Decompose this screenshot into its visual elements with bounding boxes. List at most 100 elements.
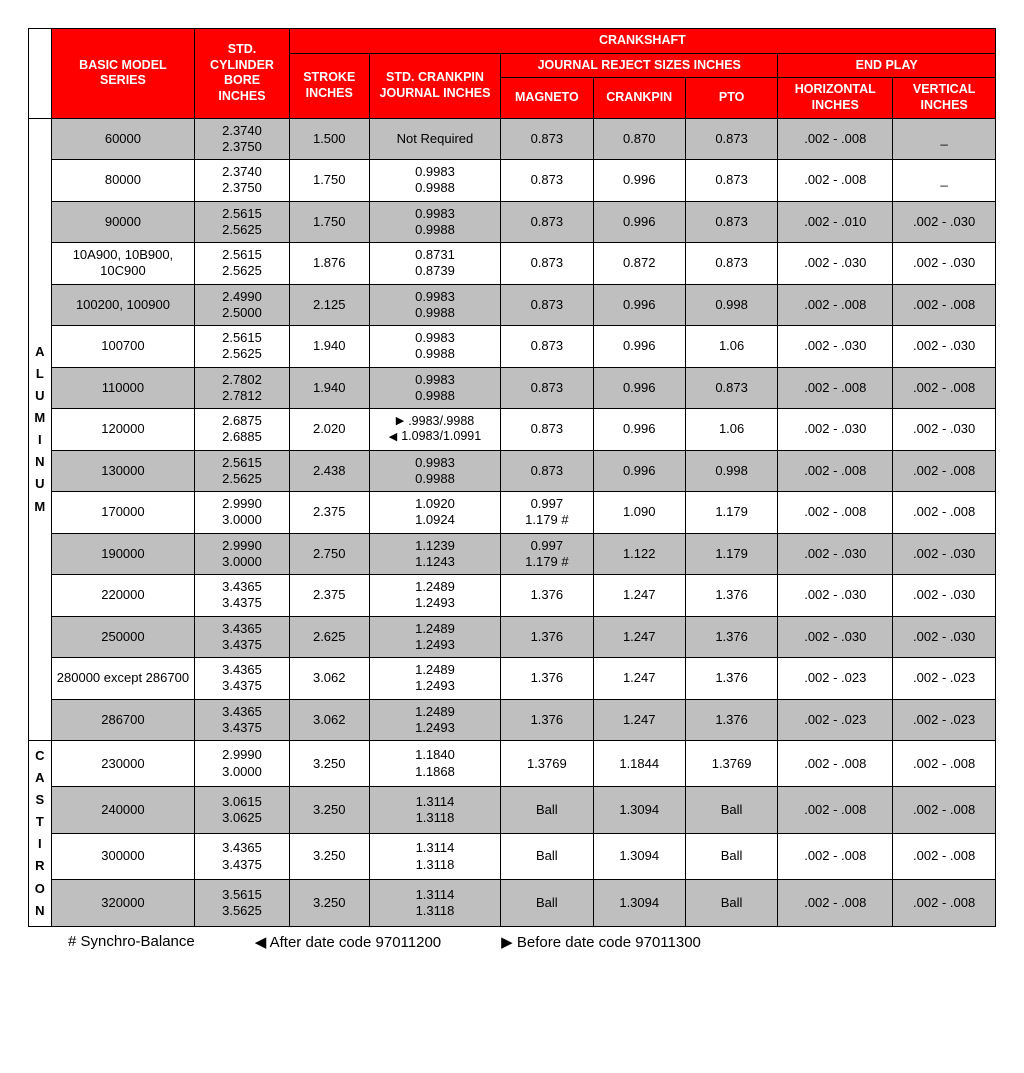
cell-horizontal: .002 - .023 [778,658,893,700]
cell-magneto: 1.376 [501,616,593,658]
cell-magneto: Ball [501,787,593,833]
footnote-before: ▶ Before date code 97011300 [501,933,701,951]
table-row: ALUMINUM600002.37402.37501.500Not Requir… [29,118,996,160]
cell-bore: 3.43653.4375 [195,616,289,658]
cell-magneto: Ball [501,880,593,926]
table-header: BASIC MODEL SERIES STD. CYLINDER BORE IN… [29,29,996,119]
cell-bore: 2.49902.5000 [195,284,289,326]
table-row: 1700002.99903.00002.3751.09201.09240.997… [29,492,996,534]
cell-crankpin: 0.996 [593,409,685,451]
cell-horizontal: .002 - .008 [778,833,893,879]
cell-crankpin: 0.996 [593,450,685,492]
col-crankpin-journal: STD. CRANKPIN JOURNAL INCHES [369,53,500,118]
cell-vertical: .002 - .030 [893,201,996,243]
cell-crankpin: 0.996 [593,284,685,326]
cell-horizontal: .002 - .008 [778,741,893,787]
cell-model: 286700 [51,699,195,741]
after-icon: ◀ [389,432,397,443]
cell-model: 10A900, 10B900, 10C900 [51,243,195,285]
cell-crankpin: 1.3094 [593,880,685,926]
cell-stroke: 3.250 [289,833,369,879]
cell-model: 110000 [51,367,195,409]
cell-model: 130000 [51,450,195,492]
cell-horizontal: .002 - .030 [778,243,893,285]
table-body: ALUMINUM600002.37402.37501.500Not Requir… [29,118,996,926]
cell-horizontal: .002 - .023 [778,699,893,741]
cell-magneto: 1.376 [501,575,593,617]
cell-bore: 2.56152.5625 [195,201,289,243]
table-row: 2867003.43653.43753.0621.24891.24931.376… [29,699,996,741]
cell-model: 280000 except 286700 [51,658,195,700]
cell-crankpin-journal: 1.12391.1243 [369,533,500,575]
cell-stroke: 1.940 [289,326,369,368]
cell-crankpin-journal: 1.18401.1868 [369,741,500,787]
cell-magneto: 0.873 [501,450,593,492]
cell-stroke: 3.250 [289,880,369,926]
cell-horizontal: .002 - .008 [778,787,893,833]
cell-stroke: 1.876 [289,243,369,285]
col-journal-reject: JOURNAL REJECT SIZES INCHES [501,53,778,78]
cell-vertical: .002 - .030 [893,616,996,658]
cell-stroke: 1.500 [289,118,369,160]
cell-magneto: 0.873 [501,284,593,326]
cell-model: 100200, 100900 [51,284,195,326]
side-label-aluminum: ALUMINUM [29,118,52,741]
cell-horizontal: .002 - .008 [778,880,893,926]
cell-crankpin-journal: 1.24891.2493 [369,658,500,700]
col-bore: STD. CYLINDER BORE INCHES [195,29,289,119]
cell-bore: 2.78022.7812 [195,367,289,409]
cell-magneto: 0.873 [501,367,593,409]
cell-crankpin: 1.090 [593,492,685,534]
cell-stroke: 3.250 [289,787,369,833]
cell-stroke: 1.750 [289,160,369,202]
side-label-cast-iron: CASTIRON [29,741,52,927]
cell-crankpin: 1.247 [593,575,685,617]
table-row: 2500003.43653.43752.6251.24891.24931.376… [29,616,996,658]
cell-bore: 2.99903.0000 [195,741,289,787]
cell-stroke: 2.375 [289,575,369,617]
cell-horizontal: .002 - .008 [778,492,893,534]
cell-crankpin: 1.3094 [593,833,685,879]
cell-magneto: 1.3769 [501,741,593,787]
crankshaft-spec-table: BASIC MODEL SERIES STD. CYLINDER BORE IN… [28,28,996,927]
cell-crankpin-journal: 1.31141.3118 [369,833,500,879]
cell-bore: 2.99903.0000 [195,492,289,534]
cell-model: 250000 [51,616,195,658]
cell-pto: 1.179 [685,533,777,575]
cell-model: 300000 [51,833,195,879]
cell-bore: 2.56152.5625 [195,326,289,368]
cell-pto: 0.873 [685,367,777,409]
table-row: 1200002.68752.68852.020▶.9983/.9988◀1.09… [29,409,996,451]
cell-crankpin: 0.872 [593,243,685,285]
cell-bore: 3.06153.0625 [195,787,289,833]
cell-crankpin: 1.3094 [593,787,685,833]
cell-crankpin-journal: Not Required [369,118,500,160]
cell-crankpin-journal: 1.24891.2493 [369,699,500,741]
cell-model: 100700 [51,326,195,368]
cell-pto: 1.376 [685,658,777,700]
cell-crankpin-journal: 0.99830.9988 [369,450,500,492]
cell-horizontal: .002 - .030 [778,326,893,368]
cell-crankpin: 1.247 [593,658,685,700]
cell-vertical: .002 - .008 [893,450,996,492]
cell-crankpin: 1.122 [593,533,685,575]
table-row: 280000 except 2867003.43653.43753.0621.2… [29,658,996,700]
col-crankpin: CRANKPIN [593,78,685,118]
col-magneto: MAGNETO [501,78,593,118]
cell-crankpin: 0.996 [593,201,685,243]
cell-horizontal: .002 - .030 [778,575,893,617]
cell-model: 190000 [51,533,195,575]
cell-model: 80000 [51,160,195,202]
cell-vertical: .002 - .008 [893,492,996,534]
table-row: 1900002.99903.00002.7501.12391.12430.997… [29,533,996,575]
cell-model: 320000 [51,880,195,926]
cell-crankpin-journal: 1.24891.2493 [369,575,500,617]
table-row: 2200003.43653.43752.3751.24891.24931.376… [29,575,996,617]
cell-magneto: 0.873 [501,409,593,451]
cell-pto: 0.873 [685,201,777,243]
cell-bore: 2.56152.5625 [195,450,289,492]
cell-stroke: 2.750 [289,533,369,575]
cell-magneto: 0.873 [501,201,593,243]
cell-crankpin: 0.870 [593,118,685,160]
cell-crankpin: 1.1844 [593,741,685,787]
